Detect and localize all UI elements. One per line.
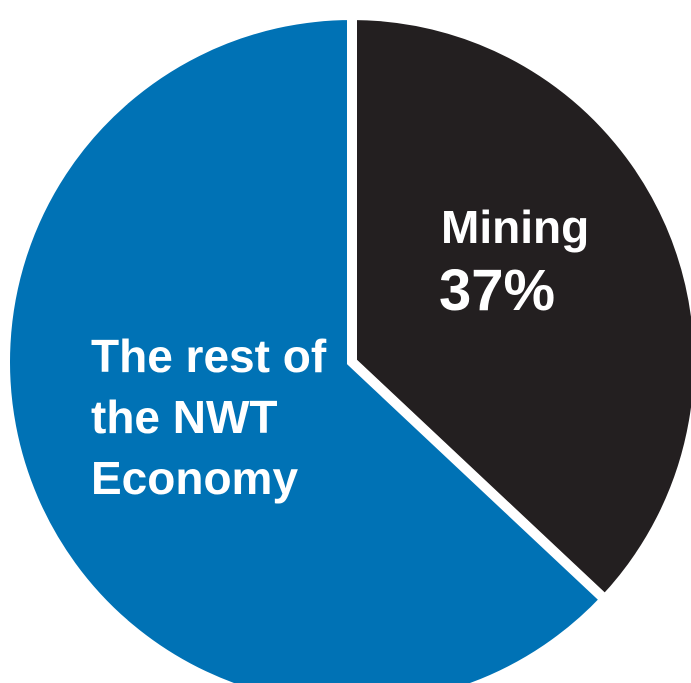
slice-label-rest-line-3: Economy — [91, 452, 298, 504]
slice-label-mining: Mining — [441, 201, 589, 253]
pie-slice-mining — [347, 9, 691, 607]
pie-slice-rest-of-economy — [0, 9, 613, 683]
slice-label-rest-line-1: The rest of — [91, 330, 327, 382]
pie-slices — [0, 9, 691, 683]
slice-value-label-mining: 37% — [439, 258, 555, 323]
slice-label-rest-line-2: the NWT — [91, 391, 278, 443]
